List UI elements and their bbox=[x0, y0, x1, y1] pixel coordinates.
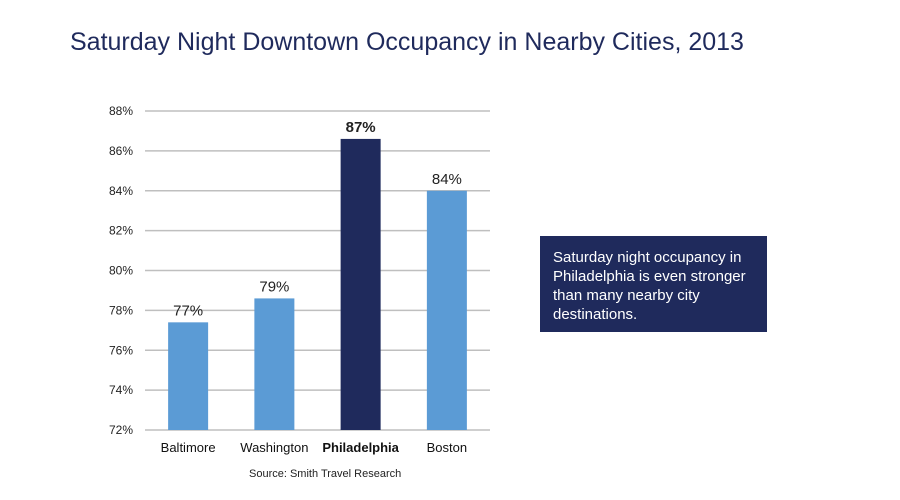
data-label: 84% bbox=[432, 171, 462, 188]
callout-box: Saturday night occupancy in Philadelphia… bbox=[540, 236, 767, 332]
y-tick-label: 80% bbox=[109, 264, 133, 278]
y-tick-label: 84% bbox=[109, 184, 133, 198]
bars bbox=[168, 138, 467, 430]
bar bbox=[168, 322, 209, 430]
bar bbox=[426, 190, 467, 430]
x-category-label: Baltimore bbox=[161, 440, 216, 455]
y-tick-label: 86% bbox=[109, 144, 133, 158]
source-note: Source: Smith Travel Research bbox=[249, 468, 402, 480]
y-tick-label: 88% bbox=[109, 104, 133, 118]
y-tick-label: 76% bbox=[109, 343, 133, 357]
x-category-label: Philadelphia bbox=[322, 440, 399, 455]
y-tick-label: 78% bbox=[109, 303, 133, 317]
data-labels: 77% 79% 87% 84% bbox=[173, 119, 462, 319]
x-category-label: Washington bbox=[240, 440, 308, 455]
bar bbox=[340, 138, 381, 430]
chart-title: Saturday Night Downtown Occupancy in Nea… bbox=[70, 28, 744, 56]
data-label: 79% bbox=[259, 278, 289, 295]
bar bbox=[254, 298, 295, 430]
y-tick-label: 72% bbox=[109, 423, 133, 437]
data-label: 77% bbox=[173, 302, 203, 319]
x-axis-category-labels: Baltimore Washington Philadelphia Boston bbox=[161, 440, 467, 455]
y-tick-label: 74% bbox=[109, 383, 133, 397]
data-label: 87% bbox=[346, 119, 376, 136]
y-tick-label: 82% bbox=[109, 224, 133, 238]
y-axis-tick-labels: 72% 74% 76% 78% 80% 82% 84% 86% 88% bbox=[109, 104, 133, 437]
x-category-label: Boston bbox=[427, 440, 467, 455]
